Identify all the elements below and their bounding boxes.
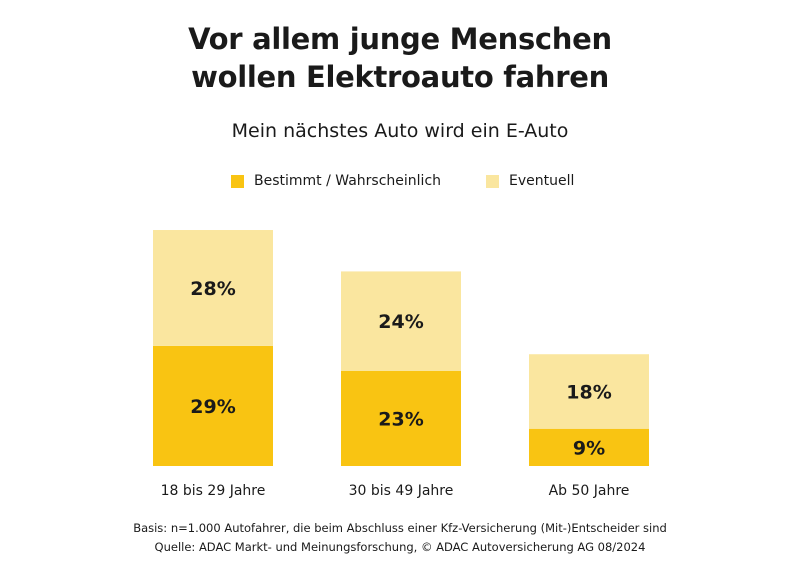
chart-title: Vor allem junge Menschen wollen Elektroa… xyxy=(0,20,800,96)
data-label: 23% xyxy=(378,408,423,430)
bar-eventuell xyxy=(153,230,273,346)
chart-subtitle: Mein nächstes Auto wird ein E-Auto xyxy=(231,120,569,142)
legend-item-eventuell: Eventuell xyxy=(486,173,574,189)
category-label: 18 bis 29 Jahre xyxy=(161,483,266,499)
bar-bestimmt xyxy=(341,370,461,466)
legend-swatch-bestimmt xyxy=(231,174,244,188)
title-line-2: wollen Elektroauto fahren xyxy=(191,60,609,94)
legend-label-eventuell: Eventuell xyxy=(509,173,575,189)
title-line-1: Vor allem junge Menschen xyxy=(188,22,612,56)
legend-item-bestimmt: Bestimmt / Wahrscheinlich xyxy=(231,173,441,189)
legend-swatch-eventuell xyxy=(486,174,499,188)
bar-eventuell xyxy=(341,271,461,371)
category-label: 30 bis 49 Jahre xyxy=(349,483,454,499)
bar-bestimmt xyxy=(529,428,649,466)
data-label: 28% xyxy=(190,278,235,300)
category-label: Ab 50 Jahre xyxy=(549,483,630,499)
bar-bestimmt xyxy=(153,345,273,466)
data-label: 24% xyxy=(378,311,423,333)
footnote-source: Quelle: ADAC Markt- und Meinungsforschun… xyxy=(154,540,646,554)
bar-eventuell xyxy=(529,354,649,429)
legend-label-bestimmt: Bestimmt / Wahrscheinlich xyxy=(254,173,442,189)
footnote-basis: Basis: n=1.000 Autofahrer, die beim Absc… xyxy=(133,521,667,535)
data-label: 29% xyxy=(190,396,235,418)
data-label: 18% xyxy=(566,381,611,403)
data-label: 9% xyxy=(573,437,605,459)
